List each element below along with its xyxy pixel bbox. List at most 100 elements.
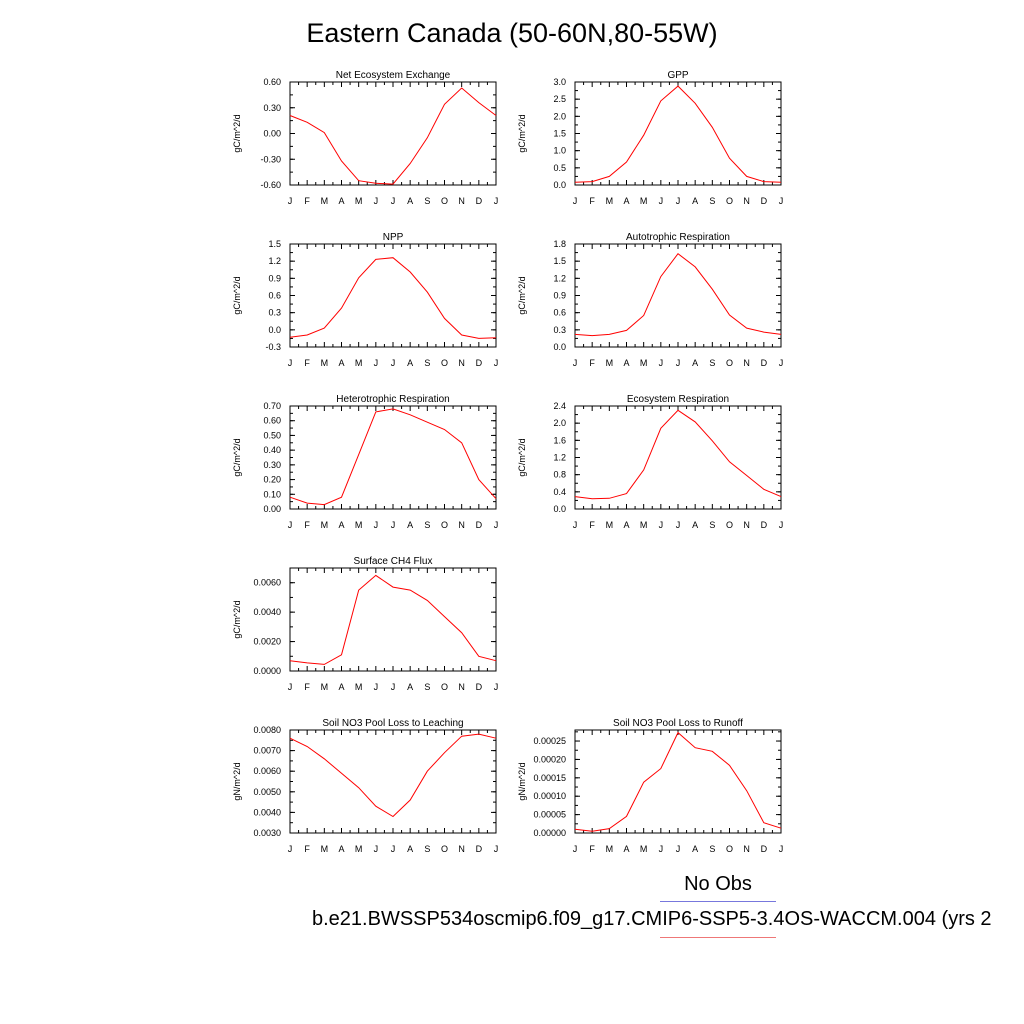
x-tick-label: F <box>304 358 310 368</box>
x-tick-label: J <box>288 358 293 368</box>
x-tick-label: J <box>288 682 293 692</box>
x-tick-label: D <box>476 682 483 692</box>
x-tick-label: F <box>304 682 310 692</box>
x-tick-label: J <box>573 520 578 530</box>
plot-frame <box>574 729 782 834</box>
plot-frame <box>574 81 782 186</box>
x-tick-label: J <box>676 196 681 206</box>
panel-title: Surface CH4 Flux <box>354 556 433 567</box>
x-tick-label: M <box>640 358 648 368</box>
x-tick-label: J <box>391 844 396 854</box>
y-tick-label: 0.00 <box>263 504 281 514</box>
y-tick-label: 2.0 <box>553 111 566 121</box>
x-tick-label: M <box>606 520 614 530</box>
x-tick-label: J <box>288 844 293 854</box>
panel-title: Soil NO3 Pool Loss to Leaching <box>322 718 463 729</box>
y-tick-label: 0.70 <box>263 401 281 411</box>
x-tick-label: J <box>494 196 499 206</box>
x-tick-label: A <box>623 196 629 206</box>
x-tick-label: J <box>779 844 784 854</box>
x-tick-label: A <box>338 844 344 854</box>
x-tick-label: S <box>424 358 430 368</box>
x-tick-label: J <box>659 844 664 854</box>
legend-case-line <box>660 937 776 938</box>
x-tick-label: F <box>304 196 310 206</box>
y-tick-label: 0.00 <box>263 129 281 139</box>
x-tick-label: F <box>304 844 310 854</box>
y-tick-label: 0.00015 <box>533 773 566 783</box>
y-axis-label: gC/m^2/d <box>517 114 527 152</box>
y-tick-label: 0.00020 <box>533 754 566 764</box>
y-tick-label: 0.00000 <box>533 828 566 838</box>
y-tick-label: 0.0080 <box>253 725 281 735</box>
y-tick-label: 0.6 <box>553 308 566 318</box>
x-tick-label: N <box>458 844 465 854</box>
x-tick-label: A <box>692 196 698 206</box>
x-tick-label: J <box>573 196 578 206</box>
x-tick-label: J <box>676 520 681 530</box>
y-tick-label: 0.00010 <box>533 791 566 801</box>
plot-frame <box>289 81 497 186</box>
x-tick-label: O <box>441 520 448 530</box>
series-line <box>289 574 497 665</box>
page-title: Eastern Canada (50-60N,80-55W) <box>306 18 718 48</box>
y-tick-label: 0.0 <box>553 180 566 190</box>
y-tick-label: 0.0 <box>553 342 566 352</box>
y-tick-label: 0.60 <box>263 416 281 426</box>
x-tick-label: M <box>355 520 363 530</box>
x-tick-label: A <box>338 682 344 692</box>
y-tick-label: 0.30 <box>263 460 281 470</box>
y-tick-label: 0.3 <box>268 308 281 318</box>
x-tick-label: M <box>606 358 614 368</box>
y-tick-label: 0.00025 <box>533 736 566 746</box>
y-axis-label: gC/m^2/d <box>232 438 242 476</box>
panel-title: Soil NO3 Pool Loss to Runoff <box>613 718 743 729</box>
y-tick-label: 0.60 <box>263 77 281 87</box>
y-axis-label: gC/m^2/d <box>232 276 242 314</box>
y-tick-label: 1.2 <box>268 256 281 266</box>
x-tick-label: O <box>441 682 448 692</box>
x-tick-label: M <box>355 358 363 368</box>
x-tick-label: F <box>589 196 595 206</box>
x-tick-label: D <box>761 358 768 368</box>
y-tick-label: 1.5 <box>553 256 566 266</box>
x-tick-label: A <box>407 358 413 368</box>
y-tick-label: 0.0060 <box>253 578 281 588</box>
y-axis-label: gN/m^2/d <box>517 762 527 800</box>
y-tick-label: 0.30 <box>263 103 281 113</box>
x-tick-label: M <box>606 196 614 206</box>
x-tick-label: F <box>589 844 595 854</box>
y-tick-label: 0.20 <box>263 475 281 485</box>
x-tick-label: M <box>640 196 648 206</box>
panel-title: Heterotrophic Respiration <box>336 394 449 405</box>
y-axis-label: gC/m^2/d <box>232 114 242 152</box>
x-tick-label: J <box>391 682 396 692</box>
x-tick-label: J <box>659 520 664 530</box>
x-tick-label: O <box>441 196 448 206</box>
plot-frame <box>574 243 782 348</box>
y-tick-label: 0.5 <box>553 163 566 173</box>
x-tick-label: M <box>321 520 329 530</box>
x-tick-label: J <box>494 358 499 368</box>
x-tick-label: M <box>321 358 329 368</box>
x-tick-label: J <box>779 358 784 368</box>
x-tick-label: N <box>458 196 465 206</box>
legend-case-label: b.e21.BWSSP534oscmip6.f09_g17.CMIP6-SSP5… <box>312 908 992 930</box>
x-tick-label: N <box>743 196 750 206</box>
x-tick-label: A <box>407 520 413 530</box>
x-tick-label: O <box>726 358 733 368</box>
series-line <box>574 252 782 337</box>
x-tick-label: J <box>573 358 578 368</box>
x-tick-label: J <box>779 196 784 206</box>
y-tick-label: 2.0 <box>553 418 566 428</box>
x-tick-label: J <box>573 844 578 854</box>
x-tick-label: S <box>424 682 430 692</box>
x-tick-label: O <box>441 358 448 368</box>
legend-obs-line <box>660 901 776 902</box>
y-tick-label: 2.5 <box>553 94 566 104</box>
panel-title: Autotrophic Respiration <box>626 232 730 243</box>
